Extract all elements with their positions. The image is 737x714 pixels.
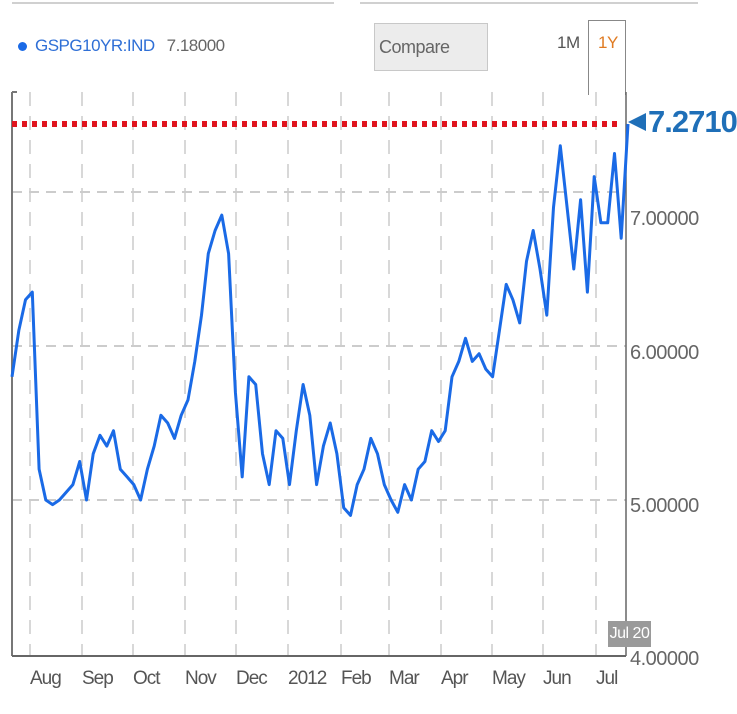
range-1y-button[interactable]: 1Y xyxy=(598,33,618,52)
series-symbol[interactable]: GSPG10YR:IND xyxy=(35,36,155,55)
x-tick-label: Jun xyxy=(543,668,572,689)
y-tick-label: 6.00000 xyxy=(630,342,699,364)
series-color-dot-icon xyxy=(18,41,27,51)
series-line[interactable] xyxy=(10,123,630,517)
x-tick-label: Sep xyxy=(82,668,114,689)
current-value-label: 7.27100 xyxy=(648,104,737,139)
x-tick-label: 2012 xyxy=(288,668,327,689)
top-divider xyxy=(12,2,334,4)
x-tick-label: Jul xyxy=(596,668,618,689)
range-1m-button[interactable]: 1M xyxy=(557,33,580,52)
x-tick-label: Mar xyxy=(389,668,420,689)
date-tag: Jul 20 xyxy=(608,621,651,647)
top-divider-right xyxy=(360,2,698,4)
x-tick-label: May xyxy=(492,668,526,689)
y-tick-label: 7.00000 xyxy=(630,208,699,230)
x-tick-label: Aug xyxy=(30,668,62,689)
x-tick-label: Nov xyxy=(185,668,217,689)
x-tick-label: Oct xyxy=(133,668,161,689)
y-tick-label: 4.00000 xyxy=(630,648,699,670)
grid-lines xyxy=(12,92,626,656)
y-tick-label: 5.00000 xyxy=(630,495,699,517)
range-1y-tab[interactable] xyxy=(588,20,626,95)
current-value-arrow-icon xyxy=(628,113,646,131)
x-tick-label: Dec xyxy=(236,668,268,689)
compare-input[interactable]: Compare xyxy=(374,23,488,71)
x-tick-label: Feb xyxy=(341,668,372,689)
series-legend[interactable]: GSPG10YR:IND 7.18000 xyxy=(18,36,225,56)
x-tick-label: Apr xyxy=(441,668,469,689)
series-value: 7.18000 xyxy=(166,36,225,55)
